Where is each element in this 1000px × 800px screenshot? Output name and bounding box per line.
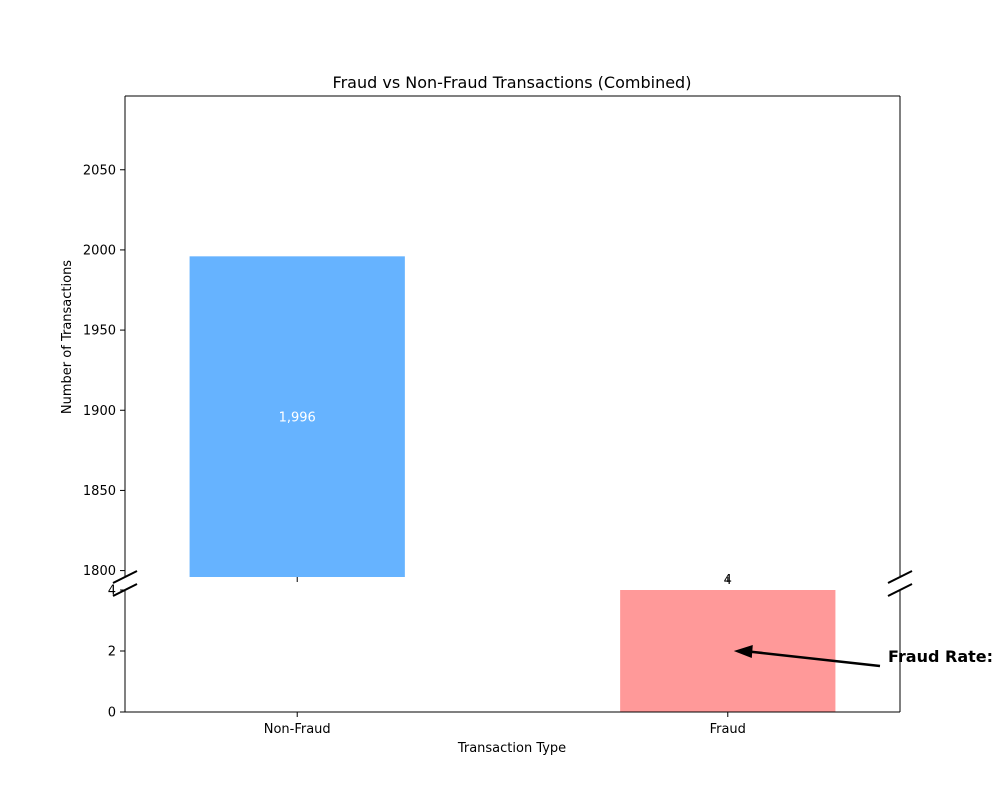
annotation-text: Fraud Rate: [888, 647, 993, 666]
annotation-arrow-line [749, 650, 881, 668]
y-tick-label: 0 [108, 706, 116, 721]
x-axis-label: Transaction Type [457, 741, 566, 756]
y-tick-label: 1900 [83, 404, 116, 419]
break-mark [887, 570, 913, 584]
bar-non-fraud [189, 256, 405, 577]
data-label: 4 [724, 573, 732, 588]
lower-panel: 4 0 2 4 Non-Fraud Fraud [108, 573, 901, 737]
upper-panel: 1,996 1800 1850 1900 1950 2000 2050 [83, 95, 901, 582]
chart-title: Fraud vs Non-Fraud Transactions (Combine… [333, 73, 692, 92]
y-tick-label: 4 [108, 584, 116, 599]
axis-break-marks [112, 570, 913, 597]
y-tick-label: 1800 [83, 564, 116, 579]
break-mark [887, 583, 913, 597]
x-tick-label: Non-Fraud [264, 722, 331, 737]
fraud-rate-annotation: Fraud Rate: [733, 645, 993, 668]
y-tick-label: 1950 [83, 324, 116, 339]
annotation-arrow-head [733, 645, 753, 658]
y-tick-label: 1850 [83, 484, 116, 499]
y-axis-label: Number of Transactions [60, 260, 75, 414]
y-tick-label: 2050 [83, 163, 116, 178]
data-label: 1,996 [279, 411, 316, 426]
x-tick-label: Fraud [710, 722, 746, 737]
break-mark [112, 583, 138, 597]
break-mark [112, 570, 138, 584]
bar-fraud [620, 590, 836, 712]
y-tick-label: 2 [108, 645, 116, 660]
y-tick-label: 2000 [83, 243, 116, 258]
